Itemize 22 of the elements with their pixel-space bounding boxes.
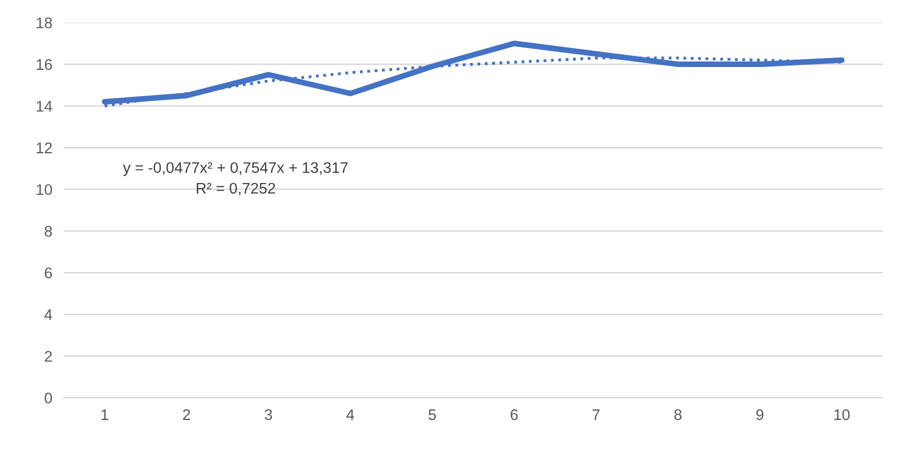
y-tick-label: 4: [44, 309, 52, 320]
y-tick-label: 16: [36, 59, 52, 70]
y-tick-label: 14: [36, 100, 52, 112]
y-tick-label: 2: [44, 350, 52, 362]
y-tick-label: 12: [36, 142, 52, 154]
x-tick-label: 3: [264, 409, 272, 420]
x-tick-label: 6: [510, 409, 518, 420]
x-tick-label: 7: [592, 409, 600, 420]
y-tick-label: 0: [44, 392, 52, 404]
x-tick-label: 5: [428, 409, 436, 420]
x-tick-label: 8: [674, 409, 682, 420]
annotation: R² = 0,7252: [196, 182, 276, 196]
x-tick-label: 4: [346, 409, 354, 420]
y-tick-label: 6: [44, 268, 52, 278]
y-tick-label: 8: [44, 226, 52, 237]
x-tick-label: 1: [102, 409, 108, 420]
annotation: y = -0,0477x² + 0,7547x + 13,317: [122, 162, 348, 176]
y-tick-label: 10: [36, 184, 52, 196]
x-tick-label: 9: [756, 409, 764, 420]
x-tick-label: 2: [183, 409, 190, 420]
x-tick-label: 10: [834, 409, 850, 420]
y-tick-label: 18: [36, 17, 52, 28]
